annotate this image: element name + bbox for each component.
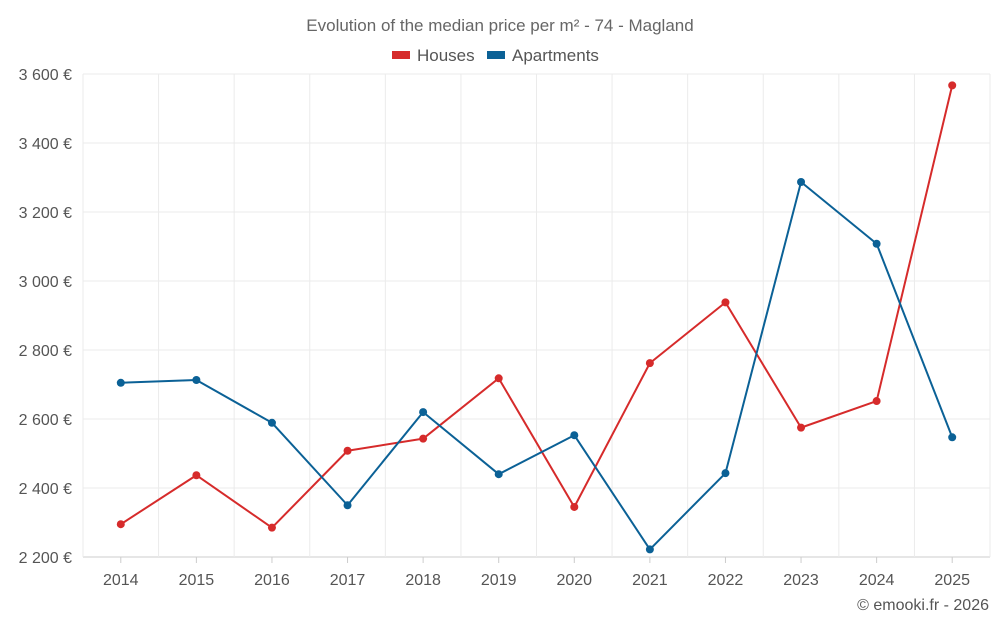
legend-item-apartments[interactable]: Apartments: [487, 46, 599, 65]
data-point-apartments[interactable]: [570, 431, 579, 440]
legend-item-houses[interactable]: Houses: [392, 46, 475, 65]
data-point-apartments[interactable]: [419, 408, 428, 417]
x-tick-label: 2024: [859, 572, 895, 589]
x-tick-label: 2025: [934, 572, 970, 589]
legend[interactable]: Houses Apartments: [392, 46, 599, 65]
y-tick-label: 2 200 €: [19, 550, 72, 567]
data-point-apartments[interactable]: [267, 418, 276, 427]
data-point-apartments[interactable]: [494, 470, 503, 479]
data-point-houses[interactable]: [948, 81, 957, 90]
data-point-houses[interactable]: [494, 374, 503, 383]
data-point-houses[interactable]: [872, 397, 881, 406]
grid: [82, 73, 991, 558]
data-point-houses[interactable]: [116, 520, 125, 529]
legend-label-apartments: Apartments: [512, 46, 599, 65]
data-point-apartments[interactable]: [192, 376, 201, 385]
y-tick-label: 3 200 €: [19, 205, 72, 222]
data-point-apartments[interactable]: [721, 469, 730, 478]
data-point-houses[interactable]: [267, 523, 276, 532]
series-line-apartments: [119, 180, 954, 551]
x-tick-label: 2014: [103, 572, 139, 589]
y-tick-label: 3 000 €: [19, 274, 72, 291]
x-tick-label: 2017: [330, 572, 366, 589]
data-point-houses[interactable]: [721, 298, 730, 307]
legend-swatch-houses: [392, 51, 410, 59]
credit-text: © emooki.fr - 2026: [857, 597, 989, 614]
data-point-apartments[interactable]: [948, 433, 957, 442]
legend-swatch-apartments: [487, 51, 505, 59]
y-axis: 2 200 € 2 400 € 2 600 € 2 800 € 3 000 € 3 200…: [19, 67, 72, 567]
data-point-apartments[interactable]: [116, 378, 125, 387]
data-point-houses[interactable]: [343, 446, 352, 455]
y-tick-label: 2 800 €: [19, 343, 72, 360]
legend-label-houses: Houses: [417, 46, 475, 65]
y-tick-label: 2 400 €: [19, 481, 72, 498]
data-point-houses[interactable]: [797, 423, 806, 432]
series: [116, 81, 957, 554]
x-tick-label: 2016: [254, 572, 290, 589]
data-point-apartments[interactable]: [797, 177, 806, 186]
data-point-houses[interactable]: [645, 359, 654, 368]
x-tick-label: 2022: [708, 572, 744, 589]
x-axis: 2014 2015 2016 2017 2018 2019 2020 2021 2022 2023…: [103, 557, 970, 589]
x-tick-label: 2019: [481, 572, 517, 589]
chart-title: Evolution of the median price per m² - 7…: [306, 16, 693, 35]
y-tick-label: 2 600 €: [19, 412, 72, 429]
y-tick-label: 3 600 €: [19, 67, 72, 84]
y-tick-label: 3 400 €: [19, 136, 72, 153]
x-tick-label: 2021: [632, 572, 668, 589]
data-point-houses[interactable]: [192, 471, 201, 480]
x-tick-label: 2018: [405, 572, 441, 589]
data-point-apartments[interactable]: [343, 501, 352, 510]
x-tick-label: 2020: [556, 572, 592, 589]
x-tick-label: 2023: [783, 572, 819, 589]
series-line-houses: [119, 84, 954, 529]
data-point-houses[interactable]: [419, 434, 428, 443]
data-point-houses[interactable]: [570, 502, 579, 511]
data-point-apartments[interactable]: [872, 239, 881, 248]
data-point-apartments[interactable]: [645, 545, 654, 554]
x-tick-label: 2015: [179, 572, 215, 589]
